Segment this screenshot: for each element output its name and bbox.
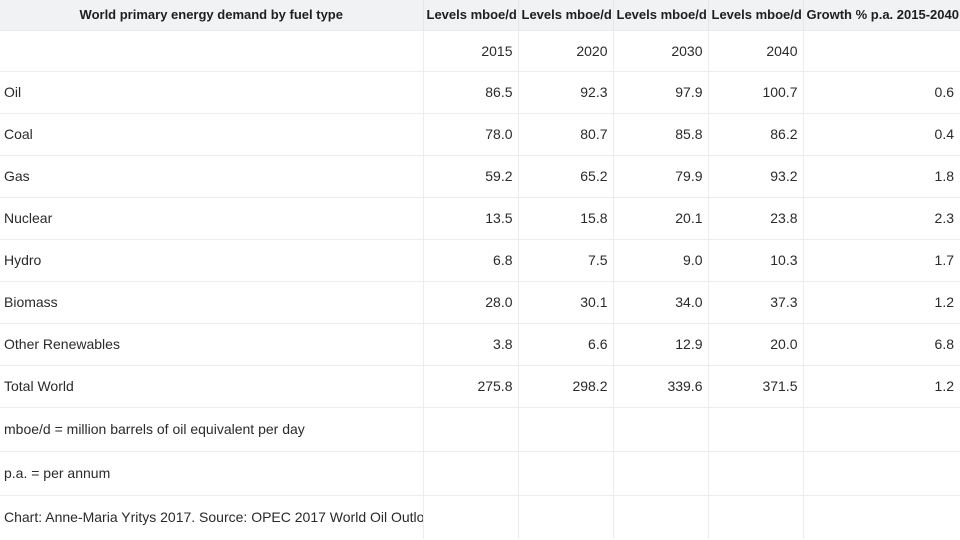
- cell-2015: 78.0: [423, 112, 519, 155]
- cell-2020: 7.5: [518, 238, 614, 281]
- row-label: Nuclear: [0, 196, 424, 239]
- cell-2040: 10.3: [708, 238, 804, 281]
- cell-2040: 93.2: [708, 154, 804, 197]
- cell-2020: 15.8: [518, 196, 614, 239]
- cell-growth: 0.4: [803, 112, 960, 155]
- year-row: 2015 2020 2030 2040: [0, 29, 960, 71]
- cell-growth: 1.8: [803, 154, 960, 197]
- table-row-gas: Gas 59.2 65.2 79.9 93.2 1.8: [0, 154, 960, 197]
- cell-2015: 3.8: [423, 322, 519, 365]
- row-label: Biomass: [0, 280, 424, 323]
- cell-2020: 30.1: [518, 280, 614, 323]
- cell-2030: 79.9: [613, 154, 709, 197]
- header-levels-2015: Levels mboe/d: [423, 0, 519, 30]
- row-label: Oil: [0, 70, 424, 113]
- year-row-blank: [0, 29, 424, 71]
- row-label: Gas: [0, 154, 424, 197]
- header-title: World primary energy demand by fuel type: [0, 0, 424, 30]
- year-2030: 2030: [613, 29, 709, 71]
- table-row-nuclear: Nuclear 13.5 15.8 20.1 23.8 2.3: [0, 196, 960, 239]
- header-row: World primary energy demand by fuel type…: [0, 0, 960, 30]
- cell-2040: 86.2: [708, 112, 804, 155]
- cell-2030: 20.1: [613, 196, 709, 239]
- cell-2040: 37.3: [708, 280, 804, 323]
- table-row-total-world: Total World 275.8 298.2 339.6 371.5 1.2: [0, 364, 960, 407]
- header-growth: Growth % p.a. 2015-2040: [806, 7, 959, 23]
- note-text: p.a. = per annum: [0, 450, 424, 495]
- note-blank: [803, 406, 960, 451]
- cell-2015: 28.0: [423, 280, 519, 323]
- year-2040: 2040: [708, 29, 804, 71]
- row-label: Hydro: [0, 238, 424, 281]
- note-text: Chart: Anne-Maria Yritys 2017. Source: O…: [0, 494, 424, 539]
- row-label: Other Renewables: [0, 322, 424, 365]
- row-label: Coal: [0, 112, 424, 155]
- cell-2030: 12.9: [613, 322, 709, 365]
- cell-2015: 6.8: [423, 238, 519, 281]
- note-blank: [803, 450, 960, 495]
- note-blank: [423, 450, 519, 495]
- cell-2015: 275.8: [423, 364, 519, 407]
- note-blank: [518, 494, 614, 539]
- cell-growth: 1.2: [803, 280, 960, 323]
- cell-2015: 86.5: [423, 70, 519, 113]
- note-blank: [423, 406, 519, 451]
- cell-growth: 2.3: [803, 196, 960, 239]
- cell-2020: 80.7: [518, 112, 614, 155]
- note-row-source: Chart: Anne-Maria Yritys 2017. Source: O…: [0, 494, 960, 539]
- cell-2030: 9.0: [613, 238, 709, 281]
- cell-2030: 34.0: [613, 280, 709, 323]
- year-2020: 2020: [518, 29, 614, 71]
- cell-2040: 371.5: [708, 364, 804, 407]
- table-row-other-renewables: Other Renewables 3.8 6.6 12.9 20.0 6.8: [0, 322, 960, 365]
- cell-growth: 6.8: [803, 322, 960, 365]
- cell-2015: 59.2: [423, 154, 519, 197]
- note-blank: [708, 494, 804, 539]
- cell-2020: 92.3: [518, 70, 614, 113]
- table-row-biomass: Biomass 28.0 30.1 34.0 37.3 1.2: [0, 280, 960, 323]
- note-row-pa: p.a. = per annum: [0, 450, 960, 495]
- note-blank: [613, 406, 709, 451]
- cell-2040: 100.7: [708, 70, 804, 113]
- cell-2030: 85.8: [613, 112, 709, 155]
- year-2015: 2015: [423, 29, 519, 71]
- cell-2015: 13.5: [423, 196, 519, 239]
- cell-growth: 1.7: [803, 238, 960, 281]
- note-blank: [613, 450, 709, 495]
- cell-2040: 23.8: [708, 196, 804, 239]
- header-levels-2040: Levels mboe/d: [708, 0, 804, 30]
- cell-2030: 97.9: [613, 70, 709, 113]
- header-levels-2030: Levels mboe/d: [613, 0, 709, 30]
- note-blank: [803, 494, 960, 539]
- note-blank: [423, 494, 519, 539]
- note-text: mboe/d = million barrels of oil equivale…: [0, 406, 424, 451]
- table-row-coal: Coal 78.0 80.7 85.8 86.2 0.4: [0, 112, 960, 155]
- cell-2040: 20.0: [708, 322, 804, 365]
- cell-growth: 0.6: [803, 70, 960, 113]
- table-row-hydro: Hydro 6.8 7.5 9.0 10.3 1.7: [0, 238, 960, 281]
- note-blank: [518, 450, 614, 495]
- note-row-unit: mboe/d = million barrels of oil equivale…: [0, 406, 960, 451]
- cell-2030: 339.6: [613, 364, 709, 407]
- note-blank: [708, 450, 804, 495]
- header-levels-2020: Levels mboe/d: [518, 0, 614, 30]
- table-row-oil: Oil 86.5 92.3 97.9 100.7 0.6: [0, 70, 960, 113]
- note-blank: [518, 406, 614, 451]
- cell-2020: 65.2: [518, 154, 614, 197]
- year-row-growth-blank: [803, 29, 960, 71]
- cell-2020: 6.6: [518, 322, 614, 365]
- cell-2020: 298.2: [518, 364, 614, 407]
- row-label: Total World: [0, 364, 424, 407]
- cell-growth: 1.2: [803, 364, 960, 407]
- note-blank: [708, 406, 804, 451]
- note-blank: [613, 494, 709, 539]
